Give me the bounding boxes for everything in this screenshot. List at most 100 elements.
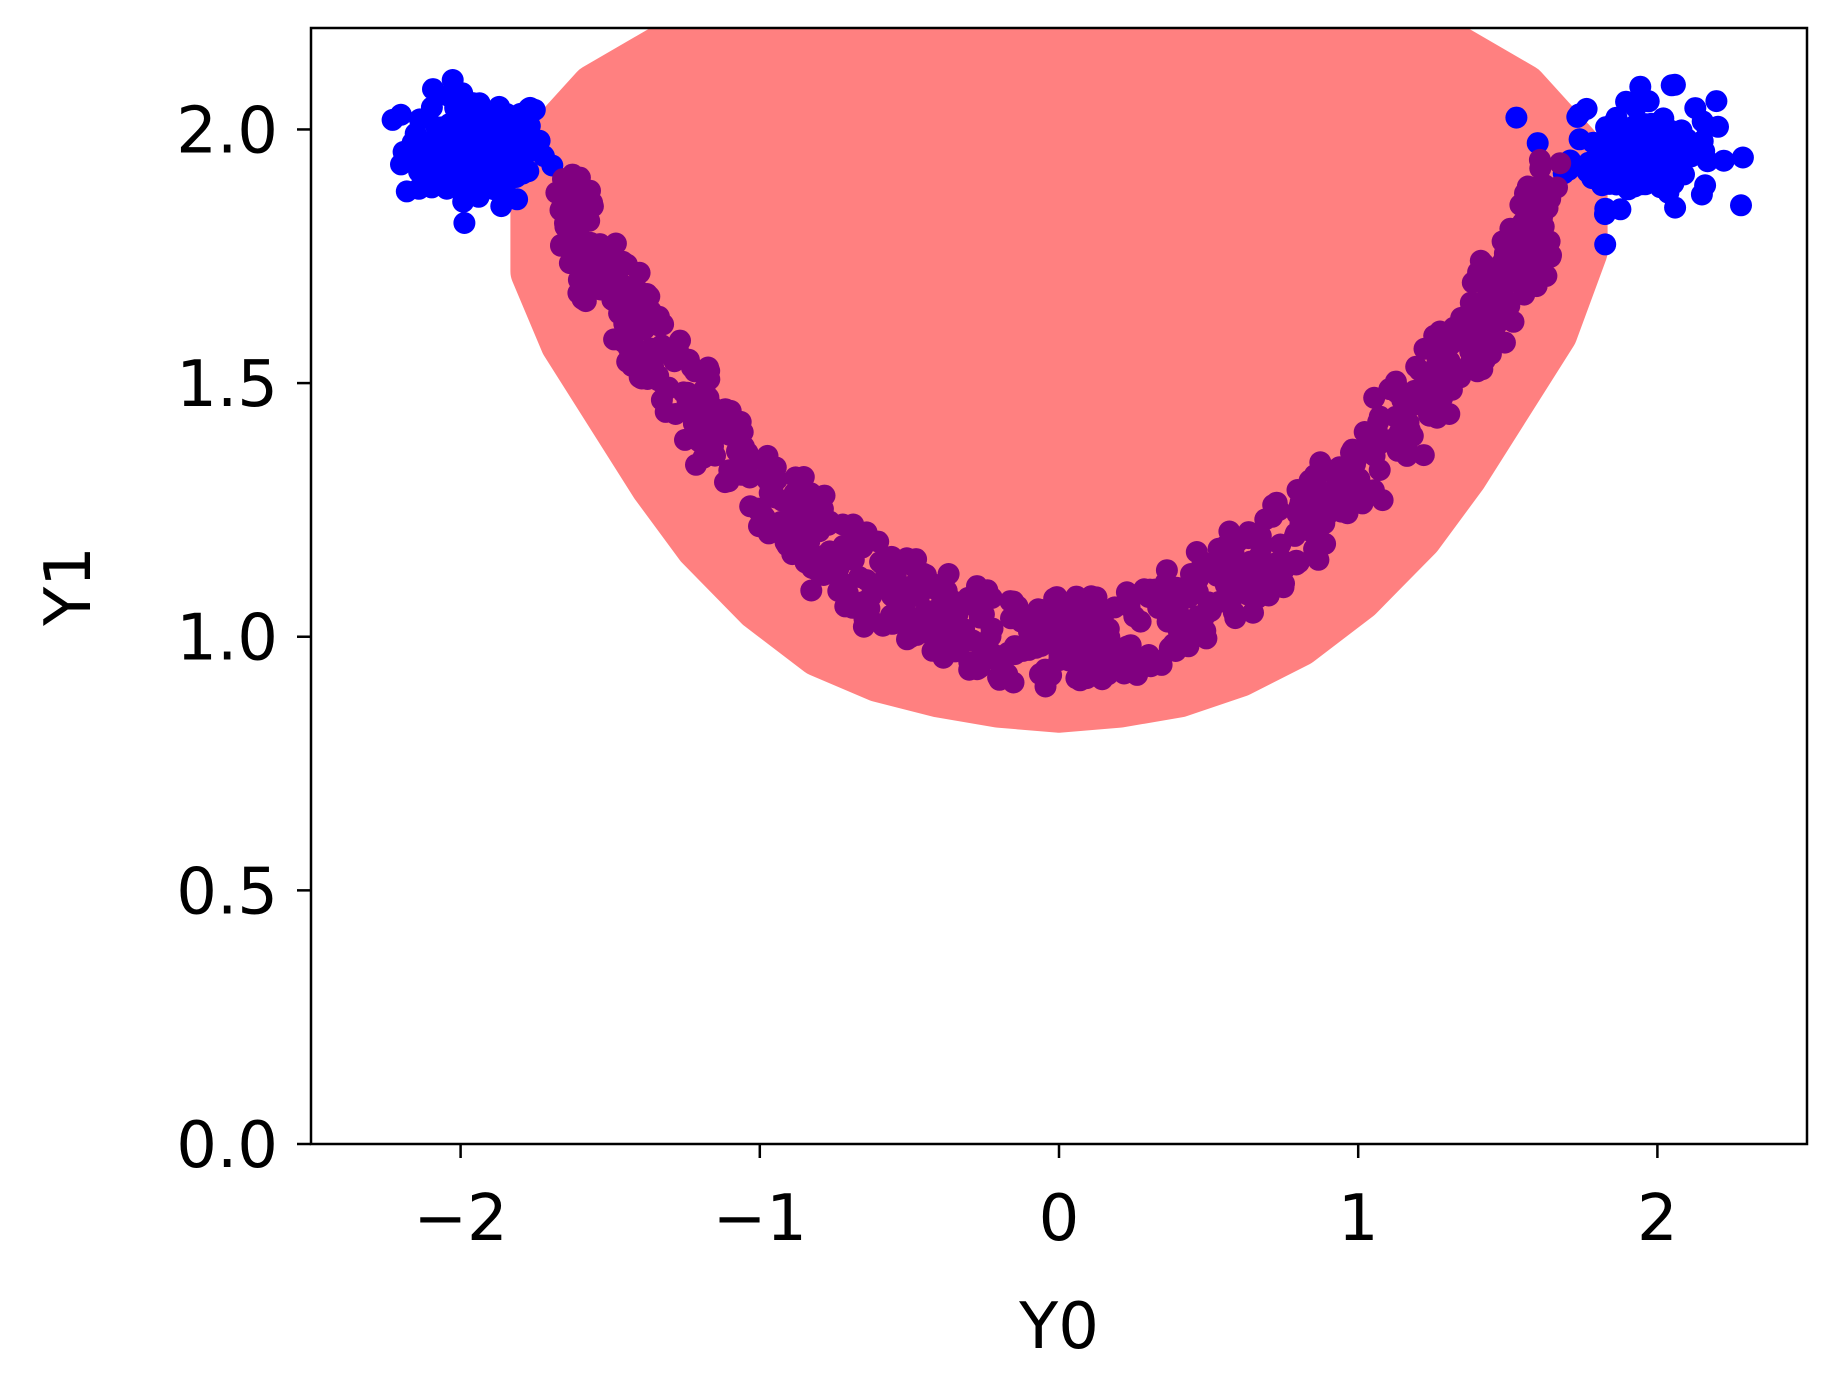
purple-point xyxy=(1065,585,1088,608)
blue-point xyxy=(407,177,430,200)
blue-point xyxy=(435,149,458,172)
blue-point xyxy=(1609,198,1632,221)
purple-point xyxy=(664,403,687,425)
purple-point xyxy=(922,573,945,596)
purple-point xyxy=(632,351,655,374)
purple-point xyxy=(932,615,955,638)
purple-point xyxy=(1532,231,1555,254)
purple-point xyxy=(1048,644,1071,666)
y-tick-label: 0.0 xyxy=(176,1109,278,1183)
purple-point xyxy=(801,557,824,579)
purple-point xyxy=(1490,252,1513,275)
blue-point xyxy=(453,212,476,234)
blue-point xyxy=(467,185,490,208)
purple-point xyxy=(1549,152,1572,175)
purple-point xyxy=(1369,432,1392,455)
purple-point xyxy=(1271,549,1294,572)
blue-point xyxy=(1639,150,1662,173)
purple-point xyxy=(1129,610,1152,633)
purple-point xyxy=(1450,317,1473,340)
blue-point xyxy=(457,109,479,132)
blue-point xyxy=(519,97,542,120)
purple-point xyxy=(1249,544,1271,567)
purple-point xyxy=(1247,522,1270,545)
purple-point xyxy=(988,668,1011,691)
purple-point xyxy=(784,466,807,489)
purple-point xyxy=(841,596,864,619)
x-axis-ticks: −2 −1 0 1 2 xyxy=(413,1144,1678,1256)
purple-point xyxy=(578,209,601,232)
y-tick-label: 2.0 xyxy=(176,94,278,168)
purple-point xyxy=(682,412,705,435)
purple-point xyxy=(1396,444,1418,467)
purple-point xyxy=(738,466,761,489)
blue-point xyxy=(532,145,555,168)
purple-point xyxy=(781,492,804,515)
purple-point xyxy=(571,287,594,310)
purple-point xyxy=(1066,635,1089,658)
purple-point xyxy=(1528,148,1551,171)
plot-area xyxy=(381,28,1754,733)
purple-point xyxy=(1155,559,1178,582)
purple-point xyxy=(860,585,882,608)
purple-point xyxy=(1385,381,1408,404)
purple-point xyxy=(1137,644,1160,666)
blue-point xyxy=(1577,151,1600,174)
purple-point xyxy=(1521,191,1544,214)
blue-point xyxy=(381,108,404,131)
blue-point xyxy=(1505,106,1528,129)
purple-point xyxy=(855,521,878,544)
purple-point xyxy=(808,520,831,543)
purple-point xyxy=(1499,217,1522,240)
purple-point xyxy=(726,440,748,463)
purple-point xyxy=(1272,576,1295,599)
purple-point xyxy=(1049,599,1072,622)
purple-point xyxy=(1224,607,1247,630)
purple-point xyxy=(1083,626,1106,649)
purple-point xyxy=(921,639,944,662)
x-tick-label: −1 xyxy=(713,1182,807,1256)
x-tick-label: 2 xyxy=(1637,1182,1678,1256)
purple-point xyxy=(1525,275,1548,298)
blue-point xyxy=(1680,145,1702,168)
blue-point xyxy=(1712,149,1735,172)
purple-point xyxy=(562,187,585,210)
purple-point xyxy=(894,581,917,604)
purple-point xyxy=(971,635,994,658)
purple-point xyxy=(1283,524,1306,547)
purple-point xyxy=(1218,520,1241,543)
purple-point xyxy=(597,236,619,259)
blue-point xyxy=(422,78,444,101)
purple-point xyxy=(1488,282,1511,305)
purple-point xyxy=(980,587,1003,609)
purple-point xyxy=(800,579,823,602)
blue-point xyxy=(490,195,513,218)
purple-point xyxy=(625,312,647,335)
purple-point xyxy=(1353,421,1376,443)
purple-point xyxy=(700,395,723,418)
purple-point xyxy=(1423,324,1446,347)
x-tick-label: −2 xyxy=(413,1182,507,1256)
blue-point xyxy=(1604,145,1627,168)
purple-point xyxy=(852,615,875,638)
purple-point xyxy=(1333,476,1356,499)
purple-point xyxy=(669,329,691,352)
purple-point xyxy=(1336,502,1359,525)
purple-point xyxy=(1092,603,1115,626)
y-tick-label: 1.0 xyxy=(176,602,278,676)
purple-point xyxy=(1253,582,1276,604)
purple-point xyxy=(1195,627,1218,650)
purple-point xyxy=(879,604,902,627)
blue-point xyxy=(1705,90,1728,113)
purple-point xyxy=(1328,456,1351,479)
purple-point xyxy=(563,240,586,263)
purple-point xyxy=(1405,355,1428,378)
purple-point xyxy=(1159,639,1182,662)
blue-point xyxy=(479,143,502,166)
purple-point xyxy=(972,603,995,626)
purple-point xyxy=(895,547,918,570)
purple-point xyxy=(803,493,826,516)
blue-point xyxy=(1624,96,1647,119)
purple-point xyxy=(1185,541,1208,563)
blue-point xyxy=(492,125,515,148)
